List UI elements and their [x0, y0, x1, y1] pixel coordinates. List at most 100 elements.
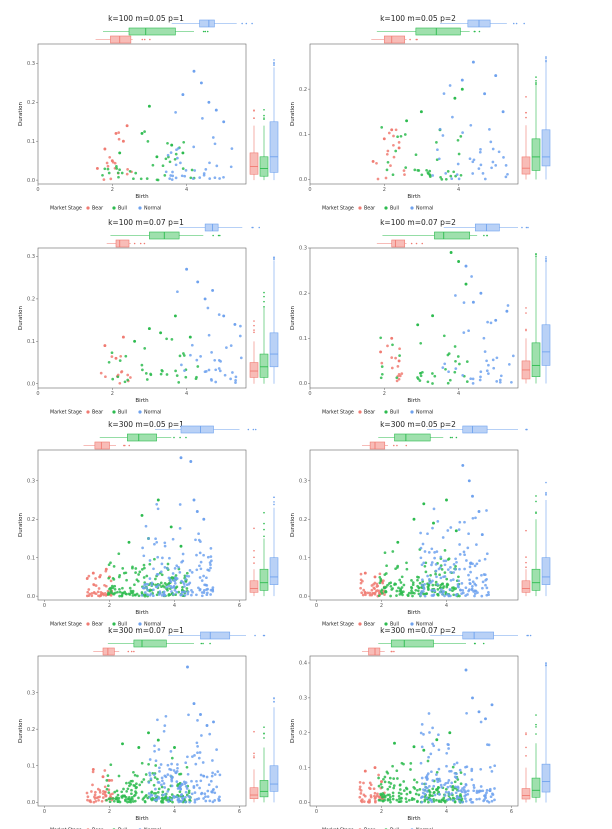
data-point: [157, 583, 160, 587]
data-point: [478, 559, 481, 563]
data-point: [187, 582, 191, 586]
data-point: [161, 779, 164, 783]
data-point: [162, 590, 166, 594]
data-point: [133, 773, 137, 777]
series-bull: [380, 87, 464, 181]
data-point: [118, 359, 122, 362]
data-point: [464, 264, 468, 268]
data-point: [190, 593, 193, 597]
data-point: [139, 177, 143, 181]
data-point: [416, 323, 420, 327]
x-axis-label: Birth: [407, 194, 421, 200]
box: [390, 639, 434, 648]
data-point: [358, 781, 362, 784]
data-point: [384, 176, 388, 180]
data-point: [155, 593, 159, 597]
outlier-point: [263, 535, 265, 538]
data-point: [479, 370, 483, 374]
data-point: [408, 791, 412, 794]
data-point: [166, 141, 169, 145]
y-boxplot-bull: [531, 495, 541, 597]
data-point: [200, 594, 204, 598]
data-point: [154, 537, 157, 541]
data-point: [485, 788, 489, 792]
data-point: [477, 510, 481, 513]
data-point: [497, 150, 501, 154]
data-point: [193, 800, 197, 804]
data-point: [441, 366, 445, 369]
outlier-point: [525, 529, 527, 532]
data-point: [132, 794, 136, 798]
data-point: [484, 583, 487, 587]
data-point: [162, 797, 165, 801]
data-point: [443, 783, 446, 787]
data-point: [110, 779, 114, 782]
x-boxplot-bear: [362, 441, 408, 450]
box: [128, 27, 176, 36]
data-point: [110, 159, 114, 163]
data-point: [126, 168, 129, 171]
data-point: [489, 795, 493, 799]
data-point: [196, 719, 199, 722]
data-point: [143, 347, 147, 350]
data-point: [400, 796, 403, 800]
box: [521, 788, 531, 800]
data-point: [198, 551, 202, 555]
data-point: [477, 710, 481, 714]
data-point: [464, 765, 467, 769]
data-point: [143, 799, 147, 803]
data-point: [435, 773, 438, 776]
data-point: [138, 783, 142, 787]
data-point: [106, 167, 110, 171]
data-point: [433, 589, 437, 593]
data-point: [371, 592, 374, 595]
data-point: [458, 800, 461, 803]
data-point: [199, 355, 202, 358]
data-point: [397, 794, 401, 798]
data-point: [163, 544, 167, 548]
data-point: [456, 138, 460, 142]
data-point: [473, 564, 477, 568]
data-point: [133, 339, 137, 343]
data-point: [186, 665, 189, 669]
legend-label-bear: Bear: [92, 622, 103, 628]
data-point: [183, 590, 187, 594]
data-point: [416, 376, 419, 379]
data-point: [471, 172, 475, 175]
data-point: [182, 352, 185, 355]
data-point: [460, 78, 464, 82]
legend-label-bear: Bear: [92, 828, 103, 829]
data-point: [454, 557, 457, 561]
data-point: [488, 787, 492, 791]
data-point: [485, 369, 489, 373]
series-normal: [176, 267, 243, 384]
data-point: [210, 790, 213, 794]
data-point: [163, 786, 167, 789]
data-point: [159, 581, 163, 585]
data-point: [455, 772, 458, 776]
data-point: [359, 578, 363, 582]
data-point: [396, 564, 400, 568]
data-point: [422, 561, 426, 565]
data-point: [156, 738, 160, 742]
x-tick-label: 4: [457, 391, 460, 397]
data-point: [230, 147, 234, 150]
data-point: [148, 559, 152, 562]
series-normal: [147, 665, 222, 804]
data-point: [421, 542, 425, 546]
data-point: [511, 354, 515, 358]
legend-marker-normal: [138, 410, 142, 414]
data-point: [366, 591, 370, 595]
data-point: [445, 498, 448, 502]
data-point: [420, 173, 424, 177]
y-boxplot-bull: [259, 511, 269, 597]
data-point: [126, 800, 129, 804]
data-point: [431, 372, 434, 375]
data-point: [422, 748, 426, 752]
data-point: [141, 546, 144, 550]
data-point: [179, 456, 183, 460]
data-point: [384, 794, 387, 798]
data-point: [446, 529, 450, 532]
data-point: [451, 115, 454, 119]
data-point: [119, 354, 123, 358]
